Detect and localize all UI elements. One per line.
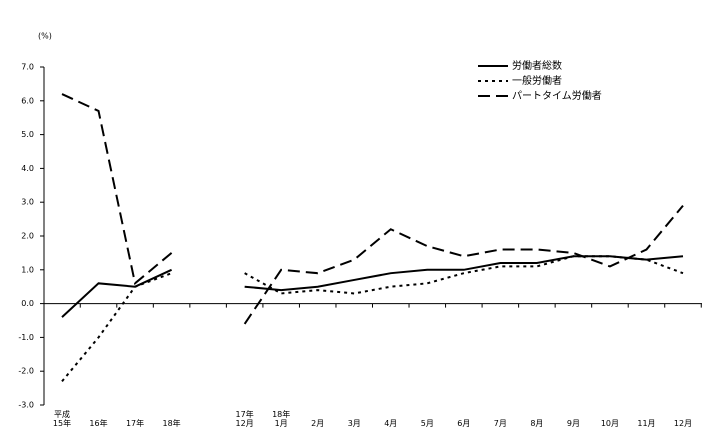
x-tick-label: 11月 xyxy=(637,419,656,428)
y-tick-label: 7.0 xyxy=(21,63,34,72)
x-tick-label: 3月 xyxy=(347,419,361,428)
series-line xyxy=(61,255,684,318)
y-tick-label: 6.0 xyxy=(21,96,34,105)
x-tick-label: 5月 xyxy=(420,419,434,428)
x-tick-label: 9月 xyxy=(566,419,580,428)
x-tick-label: 10月 xyxy=(600,419,620,428)
series-line xyxy=(61,255,684,382)
y-tick-label: -2.0 xyxy=(18,367,34,376)
x-tick-label: 18年 xyxy=(162,419,181,428)
x-tick-label: 4月 xyxy=(384,419,398,428)
x-tick-label: 8月 xyxy=(530,419,544,428)
y-tick-label: -3.0 xyxy=(18,401,34,410)
y-tick-label: 5.0 xyxy=(21,130,34,139)
x-tick-label: 12月 xyxy=(673,419,693,428)
legend-label: 一般労働者 xyxy=(512,74,562,87)
y-tick-label: 0.0 xyxy=(21,299,34,308)
y-tick-label: 4.0 xyxy=(21,164,34,173)
x-tick-label: 17年 xyxy=(125,419,145,428)
x-tick-label: 平成 15年 xyxy=(52,410,72,428)
series-line xyxy=(61,93,684,325)
y-tick-label: 1.0 xyxy=(21,265,34,274)
y-axis-label: (%) xyxy=(38,32,52,41)
x-tick-label: 17年 12月 xyxy=(235,410,254,428)
legend-label: パートタイム労働者 xyxy=(512,89,602,102)
y-tick-label: -1.0 xyxy=(18,333,34,342)
x-tick-label: 16年 xyxy=(89,419,108,428)
x-tick-label: 18年 1月 xyxy=(272,410,291,428)
x-tick-label: 6月 xyxy=(457,419,471,428)
y-tick-label: 3.0 xyxy=(21,198,34,207)
legend-label: 労働者総数 xyxy=(512,59,562,72)
x-tick-label: 7月 xyxy=(493,419,507,428)
x-tick-label: 2月 xyxy=(311,419,325,428)
y-tick-label: 2.0 xyxy=(21,232,34,241)
